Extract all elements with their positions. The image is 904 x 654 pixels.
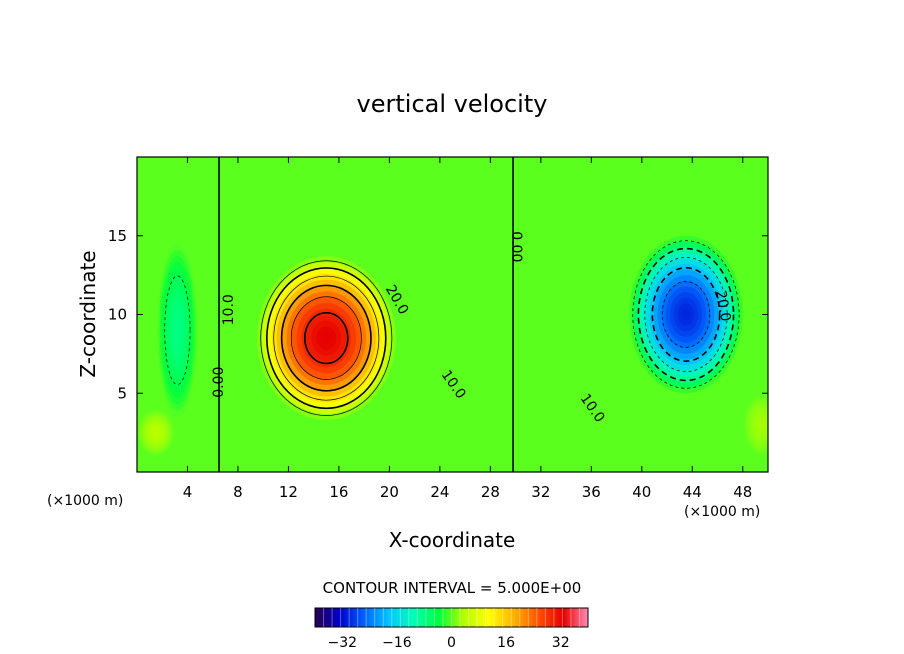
x-tick-label: 4: [183, 483, 193, 501]
colorbar-stripes: [323, 608, 580, 627]
x-axis-label: X-coordinate: [389, 528, 516, 552]
colorbar-tick-label: −16: [382, 635, 412, 651]
colorbar-ticks: −32 −16 0 16 32: [328, 635, 570, 651]
x-tick-label: 24: [430, 483, 449, 501]
x-tick-label: 40: [632, 483, 651, 501]
y-tick-label: 10: [108, 306, 127, 324]
contour-label: 20.0: [712, 289, 733, 322]
shade-updraft: [321, 332, 332, 344]
contour-downdraft: [637, 247, 735, 382]
shade-weak-west-up: [154, 430, 158, 435]
x-unit-label: (×1000 m): [47, 493, 123, 509]
contour-label: 0.00: [508, 231, 524, 262]
contour-downdraft: [644, 257, 728, 372]
x-tick-label: 28: [481, 483, 500, 501]
colorbar-tick-label: −32: [328, 635, 358, 651]
colorbar-tick-label: 0: [447, 635, 456, 651]
colorbar-tick-label: 16: [497, 635, 515, 651]
shade-downdraft: [681, 308, 691, 321]
colorbar: −32 −16 0 16 32: [314, 607, 589, 651]
x-tick-label: 32: [531, 483, 550, 501]
contour-downdraft: [651, 267, 721, 362]
colorbar-tick-label: 32: [552, 635, 570, 651]
x-tick-label: 8: [233, 483, 243, 501]
x-tick-label: 16: [329, 483, 348, 501]
contour-updraft: [280, 284, 372, 392]
y-tick-label: 15: [108, 227, 127, 245]
contour-downdraft: [661, 281, 711, 348]
y-tick-label: 5: [117, 384, 127, 402]
shade-weak-west-down: [175, 324, 179, 337]
cell-downdraft: [629, 235, 743, 394]
chart-title: vertical velocity: [357, 90, 548, 118]
x-tick-label: 36: [582, 483, 601, 501]
contour-downdraft: [632, 240, 740, 389]
contour-interval-label: CONTOUR INTERVAL = 5.000E+00: [323, 579, 582, 597]
contour-weak-west-down: [164, 275, 191, 386]
contour-lines: [164, 157, 740, 472]
y-unit-label: (×1000 m): [684, 504, 760, 520]
cell-weak-west-down: [157, 243, 198, 417]
contour-label: 0.00: [211, 367, 227, 398]
x-axis-ticks: 4 8 12 16 20 24 28 32 36 40 44 48: [183, 157, 752, 501]
cell-weak-west-up: [137, 409, 175, 457]
x-tick-label: 20: [380, 483, 399, 501]
contours-weak-west-down: [164, 275, 191, 386]
y-axis-label: Z-coordinate: [76, 250, 100, 377]
cell-weak-east-up: [742, 393, 768, 457]
shade-weak-east-up: [760, 422, 764, 427]
y-axis-ticks: 5 10 15: [108, 227, 768, 402]
cell-updraft: [256, 256, 396, 421]
contours-updraft: [260, 260, 393, 416]
x-tick-label: 12: [279, 483, 298, 501]
contour-updraft: [266, 267, 387, 410]
contour-updraft: [260, 260, 393, 416]
x-tick-label: 48: [733, 483, 752, 501]
colorbar-fill: [314, 607, 589, 628]
contour-updraft: [273, 275, 380, 401]
x-tick-label: 44: [683, 483, 702, 501]
contour-updraft: [304, 311, 349, 365]
contour-updraft: [290, 296, 362, 380]
contours-downdraft: [632, 240, 740, 389]
contour-label: 10.0: [221, 294, 237, 325]
